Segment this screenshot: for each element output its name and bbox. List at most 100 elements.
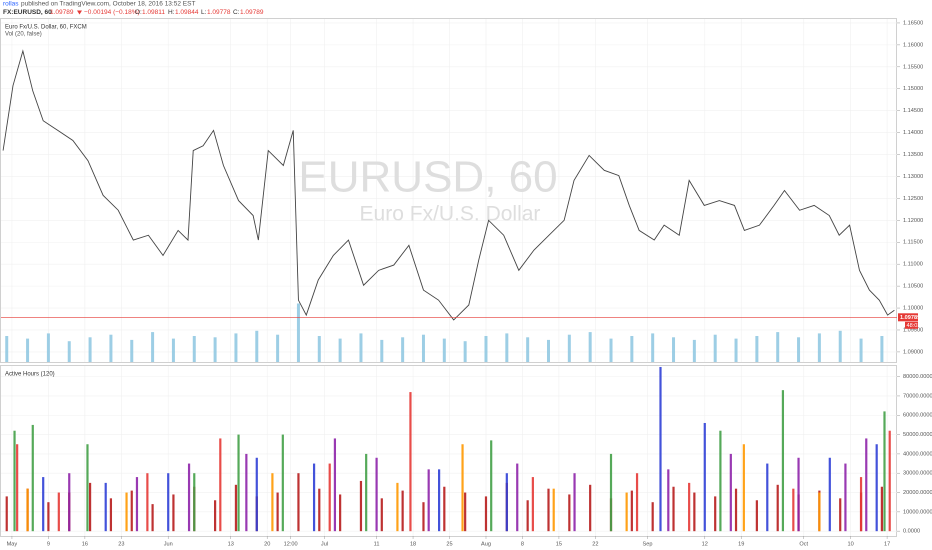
activity-bar — [245, 453, 248, 532]
x-tick-label: Aug — [481, 541, 491, 547]
activity-bar — [5, 496, 8, 532]
volume-bar — [338, 338, 342, 362]
activity-bar — [359, 480, 363, 532]
volume-bar — [421, 334, 425, 362]
volume-bar — [88, 337, 92, 362]
symbol: FX:EURUSD, 60 — [3, 9, 52, 16]
countdown-tag — [905, 321, 918, 329]
volume-bar — [401, 337, 405, 362]
activity-bar — [57, 492, 60, 532]
activity-bar — [109, 498, 113, 532]
activity-bar — [26, 488, 29, 532]
volume-bar — [776, 332, 780, 362]
volume-bar — [463, 341, 467, 362]
activity-bar — [135, 477, 139, 532]
volume-bar — [130, 339, 134, 362]
x-tick-label: 12:00 — [284, 541, 298, 547]
activity-bar — [672, 486, 675, 532]
activity-bar — [573, 473, 576, 532]
volume-bar — [713, 334, 717, 362]
activity-bar — [859, 477, 863, 532]
activity-bar — [68, 473, 71, 532]
volume-bar — [255, 330, 259, 362]
activity-bar — [409, 392, 412, 532]
activity-bar — [797, 457, 800, 532]
activity-bar — [365, 453, 368, 532]
activity-bar — [86, 444, 89, 532]
activity-bar — [703, 422, 706, 532]
watermark: EURUSD, 60 — [298, 153, 557, 202]
activity-bar — [635, 473, 639, 532]
y-tick-label: 1.15500 — [903, 64, 923, 70]
y-tick-label: 1.10000 — [903, 306, 923, 312]
activity-bar — [281, 434, 284, 532]
price-line — [2, 49, 895, 321]
pane-title: Euro Fx/U.S. Dollar, 60, FXCM — [5, 25, 87, 31]
activity-bar — [427, 469, 430, 532]
activity-bar — [719, 430, 722, 532]
x-tick-label: Jul — [321, 541, 328, 547]
activity-bar — [568, 494, 571, 532]
y-tick-label: 1.10500 — [903, 284, 923, 290]
close-label: C: — [233, 9, 240, 16]
activity-bar — [214, 500, 217, 532]
volume-bar — [651, 333, 655, 362]
activity-bar — [742, 444, 745, 532]
volume-bar — [317, 336, 321, 362]
volume-bar — [442, 338, 446, 362]
activity-bar — [104, 482, 107, 532]
activity-bar — [547, 488, 550, 532]
volume-bar — [609, 338, 613, 362]
activity-bar — [219, 438, 222, 532]
activity-bar — [755, 500, 758, 532]
activity-bar — [526, 500, 529, 532]
volume-bar — [797, 337, 801, 362]
low-label: L: — [201, 9, 207, 16]
volume-bar — [630, 336, 634, 362]
y-tick-label: 1.11500 — [903, 240, 923, 246]
open: 1.09811 — [142, 9, 165, 16]
activity-bar — [187, 463, 191, 532]
volume-bar — [213, 337, 217, 362]
pane-subtitle: Vol (20, false) — [5, 32, 42, 38]
x-tick-label: 13 — [228, 541, 234, 547]
x-tick-label: 15 — [556, 541, 562, 547]
author[interactable]: rollas — [3, 1, 19, 8]
activity-bar — [375, 457, 378, 532]
activity-bar — [484, 496, 488, 532]
y-tick-label: 20000.0000 — [903, 490, 932, 496]
low: 1.09778 — [207, 9, 231, 16]
volume-bar — [484, 336, 488, 362]
indicator-pane — [0, 365, 897, 537]
y-tick-label: 80000.0000 — [903, 374, 932, 380]
high-label: H: — [168, 9, 175, 16]
activity-bar — [729, 453, 732, 532]
x-tick-label: Oct — [799, 541, 808, 547]
volume-bar — [234, 333, 238, 362]
x-tick-label: 16 — [82, 541, 88, 547]
activity-bar — [792, 488, 795, 532]
x-tick-label: 23 — [118, 541, 124, 547]
x-tick-label: 9 — [47, 541, 50, 547]
activity-bar — [422, 502, 425, 532]
activity-bar — [438, 469, 441, 532]
activity-bar — [42, 477, 45, 532]
activity-bar — [844, 463, 847, 532]
y-tick-label: 1.16500 — [903, 20, 923, 26]
published-note: published on TradingView.com, October 18… — [21, 1, 195, 8]
activity-bar — [625, 492, 628, 532]
volume-bar — [859, 338, 863, 362]
activity-bar — [396, 482, 399, 532]
activity-bar — [297, 473, 300, 532]
activity-bar — [839, 498, 842, 532]
volume-bar — [505, 333, 509, 362]
y-tick-label: 0.0000 — [903, 529, 920, 535]
activity-bar — [688, 482, 691, 532]
activity-bar — [333, 438, 337, 532]
open-label: O: — [135, 9, 142, 16]
y-tick-label: 50000.0000 — [903, 432, 932, 438]
activity-bar — [776, 484, 779, 532]
y-tick-label: 1.14500 — [903, 108, 923, 114]
activity-bar — [167, 473, 170, 532]
